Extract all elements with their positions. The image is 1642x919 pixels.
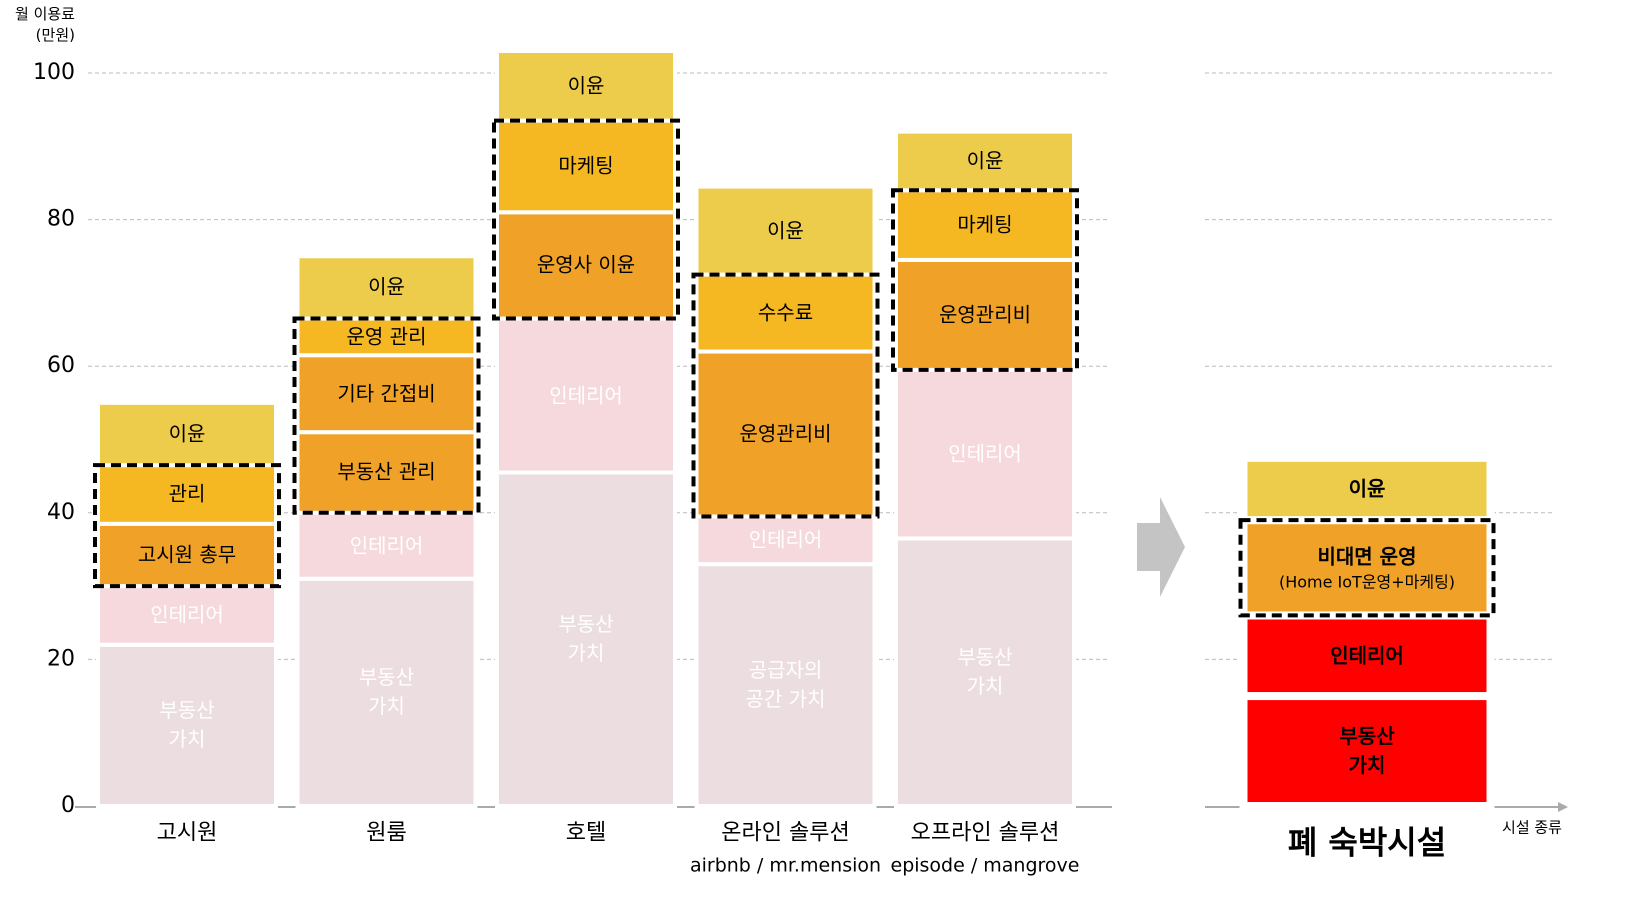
segment-label: 마케팅 — [558, 153, 614, 178]
bar-segment — [1239, 611, 1495, 701]
bar-segment — [894, 257, 1076, 372]
bar-segment — [694, 349, 877, 519]
highlight-box — [691, 272, 880, 519]
segment-label: 이윤 — [368, 274, 405, 299]
segment-label: 부동산 관리 — [337, 459, 436, 484]
segment-label: 인테리어 — [150, 602, 224, 627]
bar-segment — [1239, 453, 1495, 525]
highlight-box — [93, 463, 281, 589]
bar-segment — [495, 118, 677, 215]
bar-segment — [295, 353, 478, 435]
y-tick-label: 40 — [47, 500, 75, 525]
segment-label: 이윤 — [966, 148, 1004, 173]
x-tick-label: 호텔 — [565, 820, 607, 846]
x-tick-label: 폐 숙박시설 — [1287, 823, 1447, 862]
segment-label: 인테리어 — [748, 527, 823, 552]
segment-label: 수수료 — [757, 300, 814, 325]
bar-segment — [1239, 692, 1495, 810]
bar-segment — [96, 400, 278, 468]
bar-segment — [694, 514, 877, 567]
segment-label: 운영관리비 — [739, 421, 832, 446]
bar-segment — [694, 184, 877, 277]
highlight-box — [1238, 518, 1496, 618]
y-tick-label: 0 — [61, 793, 75, 818]
arrow — [1137, 497, 1185, 597]
highlight-box — [492, 118, 680, 321]
segment-label: 비대면 운영 (Home IoT운영+마케팅) — [1278, 544, 1456, 592]
bar-segment — [495, 210, 677, 321]
bar-segment — [295, 510, 478, 581]
x-tick-sublabel: airbnb / mr.mension — [689, 854, 882, 877]
segment-label: 마케팅 — [957, 212, 1013, 237]
segment-label: 고시원 총무 — [137, 542, 237, 567]
segment-label: 부동산 가치 — [558, 612, 614, 666]
segment-label: 인테리어 — [948, 441, 1022, 466]
segment-label: 운영관리비 — [939, 302, 1031, 327]
bar-segment — [894, 129, 1076, 193]
bar-segment — [96, 463, 278, 526]
segment-label: 인테리어 — [1330, 643, 1404, 668]
x-tick-sublabel: episode / mangrove — [890, 854, 1080, 877]
bar-segment — [295, 430, 478, 515]
axis-arrow — [1558, 802, 1568, 812]
y-tick-label: 20 — [47, 646, 75, 671]
segment-label: 부동산 가치 — [957, 645, 1013, 699]
y-axis-label: 월 이용료 (만원) — [15, 5, 75, 44]
highlight-box — [292, 316, 481, 515]
bar-segment — [495, 49, 677, 123]
segment-label: 이윤 — [1348, 476, 1386, 501]
segment-label: 인테리어 — [549, 383, 623, 408]
segment-label: 부동산 가치 — [1339, 724, 1395, 778]
x-axis-label: 시설 종류 — [1502, 818, 1562, 837]
segment-label: 관리 — [168, 481, 206, 506]
segment-sublabel: (Home IoT운영+마케팅) — [1278, 572, 1456, 592]
segment-label: 기타 간접비 — [337, 381, 436, 406]
bar-segment — [295, 576, 478, 809]
bar-segment — [694, 272, 877, 354]
y-tick-label: 100 — [33, 60, 75, 85]
bar-segment — [96, 584, 278, 647]
segment-label: 부동산 가치 — [358, 665, 415, 719]
x-tick-label: 온라인 솔루션 — [721, 820, 850, 846]
segment-label: 부동산 가치 — [159, 698, 215, 752]
segment-label: 이윤 — [767, 218, 804, 243]
x-tick-label: 원룸 — [366, 820, 407, 846]
x-tick-label: 오프라인 솔루션 — [910, 820, 1060, 846]
segment-label: 공급자의 공간 가치 — [745, 658, 826, 712]
y-tick-label: 60 — [47, 353, 75, 378]
segment-label: 이윤 — [168, 421, 206, 446]
bar-segment — [894, 536, 1076, 809]
highlight-box — [891, 188, 1079, 372]
bar-segment — [295, 254, 478, 321]
segment-label: 이윤 — [567, 73, 605, 98]
bar-segment — [495, 470, 677, 808]
segment-label: 인테리어 — [349, 533, 424, 558]
x-tick-label: 고시원 — [156, 820, 218, 846]
segment-label: 운영 관리 — [346, 324, 427, 349]
segment-label: 운영사 이윤 — [536, 252, 636, 277]
bar-segment — [495, 316, 677, 475]
y-tick-label: 80 — [47, 207, 75, 232]
